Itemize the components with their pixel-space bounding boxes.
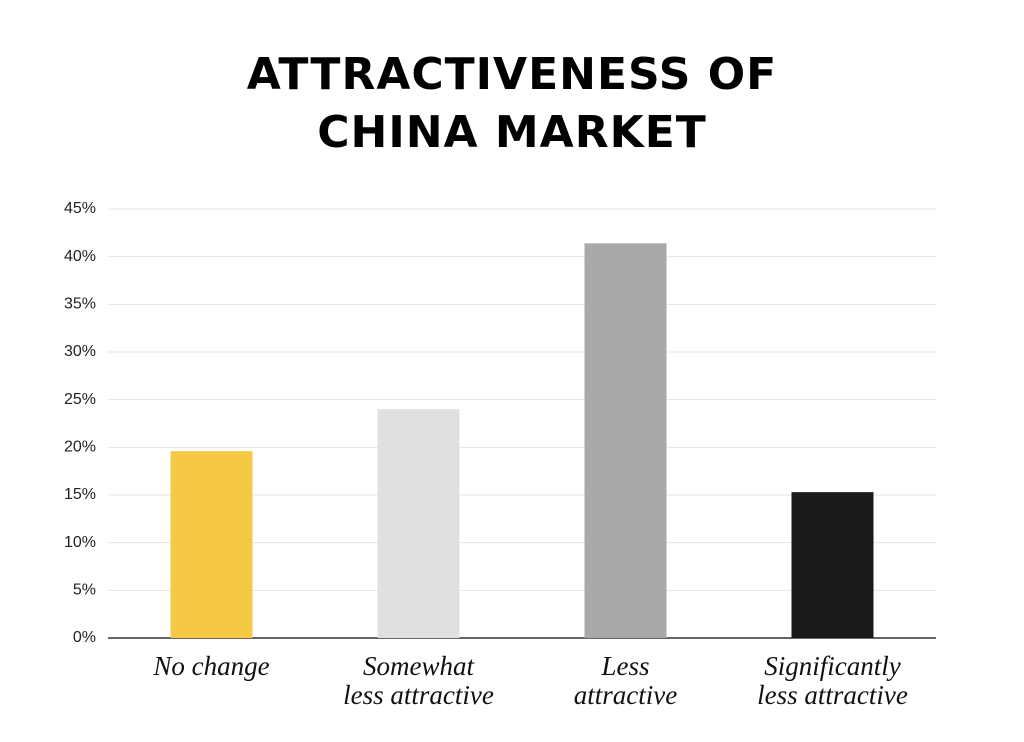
x-tick-label: Less attractive: [573, 651, 678, 710]
y-tick-label: 10%: [64, 534, 96, 551]
y-tick-label: 40%: [64, 248, 96, 265]
x-tick-label: Somewhat less attractive: [343, 651, 494, 710]
y-tick-label: 15%: [64, 486, 96, 503]
x-tick-label: No change: [153, 651, 270, 681]
bar: [377, 409, 460, 638]
bar: [170, 451, 253, 638]
chart-title: ATTRACTIVENESS OF CHINA MARKET: [246, 49, 778, 158]
bar: [584, 243, 667, 638]
y-tick-label: 25%: [64, 391, 96, 408]
x-tick-label: Significantly less attractive: [757, 651, 908, 710]
y-tick-label: 0%: [73, 629, 96, 646]
y-tick-label: 20%: [64, 439, 96, 456]
bar: [791, 492, 874, 638]
y-tick-label: 5%: [73, 582, 96, 599]
y-tick-label: 30%: [64, 343, 96, 360]
y-tick-label: 35%: [64, 296, 96, 313]
y-tick-label: 45%: [64, 200, 96, 217]
